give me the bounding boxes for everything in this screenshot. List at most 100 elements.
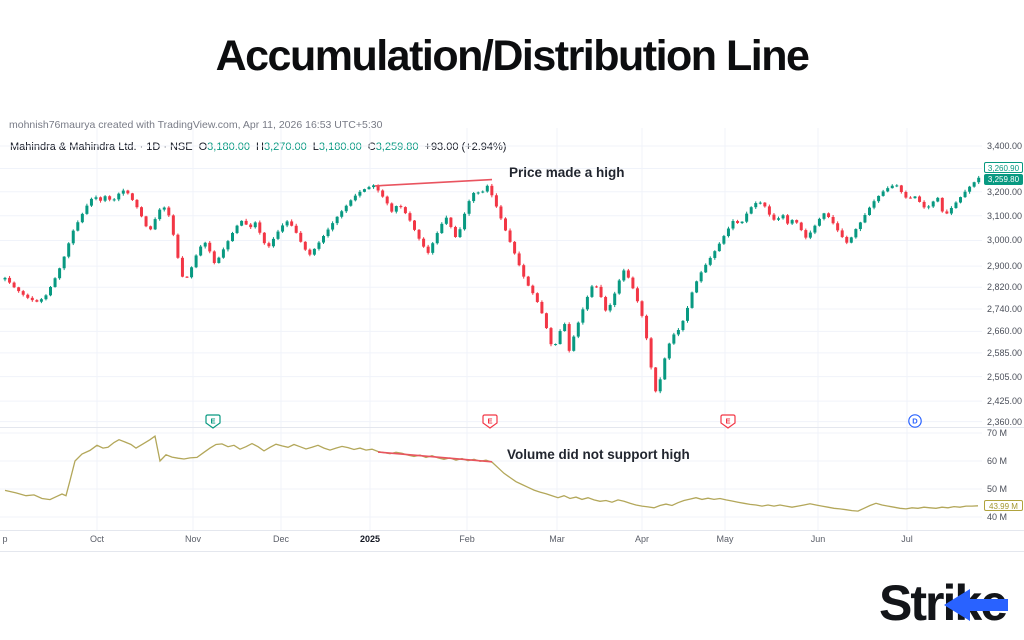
candle-body (940, 197, 944, 212)
candle-body (713, 251, 717, 258)
candle-body (772, 214, 776, 220)
price-tick-label: 2,660.00 (987, 326, 1023, 337)
candle-body (481, 191, 485, 193)
candle-body (531, 285, 535, 294)
candle-body (731, 221, 735, 229)
volume-tick-label: 70 M (987, 428, 1008, 438)
candle-body (508, 230, 512, 242)
candle-body (504, 218, 507, 231)
candle-body (686, 307, 689, 321)
open-label: O (198, 141, 208, 153)
candle-body (358, 191, 362, 196)
candle-body (526, 276, 530, 286)
candle-body (417, 229, 421, 239)
earnings-marker-icon[interactable] (720, 414, 736, 429)
candle-body (494, 195, 498, 207)
symbol-legend[interactable]: Mahindra & Mahindra Ltd. · 1D · NSE O3,180.00… (10, 141, 506, 153)
candle-body (681, 320, 685, 330)
candle-body (626, 270, 630, 278)
candle-body (180, 257, 184, 277)
candle-body (704, 264, 708, 273)
candle-body (676, 329, 680, 335)
candle-body (249, 224, 253, 228)
candle-body (367, 187, 371, 190)
price-trendline[interactable] (374, 178, 493, 187)
close-label: C (367, 141, 376, 153)
logo-text-stri: Stri (879, 575, 956, 631)
candle-body (449, 217, 453, 227)
candle-body (863, 215, 867, 223)
candle-body (640, 301, 644, 316)
volume-trendline[interactable] (377, 451, 493, 463)
candle-body (922, 201, 926, 208)
candle-body (886, 188, 890, 192)
page-title: Accumulation/Distribution Line (215, 32, 810, 80)
candle-body (453, 226, 457, 237)
candle-body (67, 243, 71, 257)
candle-body (535, 293, 539, 302)
candle-body (108, 196, 112, 200)
time-tick-label: Feb (459, 534, 475, 544)
candle-body (749, 207, 753, 214)
candle-body (53, 278, 57, 287)
price-tick-label: 2,820.00 (987, 282, 1023, 293)
candle-body (444, 217, 448, 224)
event-marker-letter: D (912, 417, 918, 426)
ad-line (4, 434, 979, 512)
candle-body (208, 242, 212, 252)
candle-body (176, 234, 180, 258)
candle-body (631, 277, 635, 289)
price-high-annotation[interactable]: Price made a high (509, 165, 625, 180)
candle-body (849, 237, 853, 243)
candle-body (103, 196, 107, 201)
earnings-marker-icon[interactable] (205, 414, 221, 429)
candle-body (918, 196, 922, 202)
price-tick-label: 3,000.00 (987, 235, 1023, 246)
candle-body (349, 200, 353, 206)
time-tick-label: p (2, 534, 8, 544)
event-marker-letter: E (725, 417, 730, 426)
candle-body (467, 201, 471, 214)
volume-tick-label: 40 M (987, 512, 1008, 522)
dividend-marker-icon[interactable] (908, 414, 922, 428)
candle-body (413, 220, 416, 230)
candle-body (308, 249, 312, 255)
candle-body (362, 189, 366, 192)
candle-body (426, 246, 430, 253)
candle-body (617, 280, 621, 294)
candle-body (58, 268, 62, 279)
candle-body (231, 232, 234, 242)
candle-body (94, 197, 98, 199)
tradingview-watermark: mohnish76maurya created with TradingView… (9, 119, 383, 131)
legend-separator: · (139, 141, 144, 153)
candle-body (126, 190, 130, 194)
candle-body (513, 241, 517, 254)
low-label: L (312, 141, 319, 153)
candle-body (954, 202, 958, 208)
interval-label[interactable]: 1D (146, 141, 161, 153)
price-tick-label: 2,360.00 (987, 416, 1023, 427)
price-tick-label: 3,100.00 (987, 210, 1023, 221)
candle-body (485, 185, 489, 192)
time-tick-label: Mar (549, 534, 565, 544)
candle-body (26, 294, 30, 298)
candle-body (808, 232, 812, 238)
candle-body (767, 206, 771, 215)
candle-body (745, 213, 749, 222)
candle-body (167, 207, 171, 216)
candle-body (581, 309, 585, 323)
candle-body (622, 270, 626, 281)
candle-body (340, 211, 344, 217)
candle-body (135, 199, 139, 208)
candle-body (959, 197, 962, 203)
earnings-marker-icon[interactable] (482, 414, 498, 429)
candle-body (80, 213, 84, 223)
symbol-name[interactable]: Mahindra & Mahindra Ltd. (10, 141, 137, 153)
candle-body (171, 215, 175, 235)
candle-body (854, 229, 858, 238)
volume-divergence-annotation[interactable]: Volume did not support high (507, 447, 690, 462)
candle-body (85, 205, 89, 214)
candle-body (258, 222, 262, 233)
candle-body (895, 185, 899, 187)
